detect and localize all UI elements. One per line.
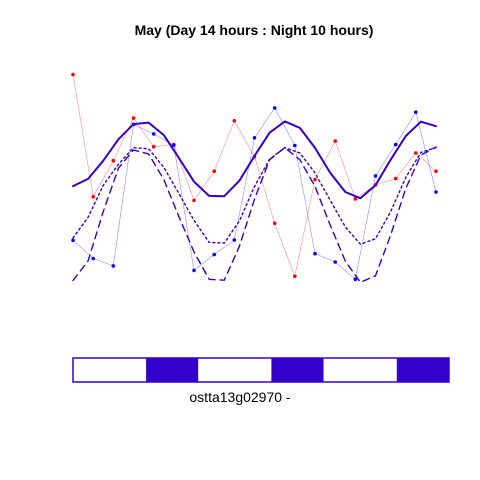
series-1-point xyxy=(373,174,378,178)
light-dark-bar xyxy=(72,357,450,383)
series-1-point xyxy=(272,106,277,110)
series-1-point xyxy=(232,238,237,242)
series-0-point xyxy=(91,195,95,199)
gene-label: ostta13g02970 - xyxy=(189,389,291,405)
chart-title: May (Day 14 hours : Night 10 hours) xyxy=(135,22,374,38)
series-0-point xyxy=(151,144,156,149)
series-0-point xyxy=(272,221,277,226)
series-0-point xyxy=(131,116,136,120)
series-1-point xyxy=(393,142,398,147)
series-1-point xyxy=(212,252,216,257)
series-1-point xyxy=(353,277,358,282)
series-1-point xyxy=(252,136,257,140)
series-0-point xyxy=(232,119,237,123)
schedule-dark-5 xyxy=(396,358,449,382)
series-1-point xyxy=(333,260,338,264)
series-1-point xyxy=(414,110,418,114)
series-0-point xyxy=(393,176,398,181)
schedule-dark-3 xyxy=(271,358,324,382)
series-0-point xyxy=(333,139,338,143)
schedule-light-0 xyxy=(73,358,147,382)
fit-line-dashed xyxy=(72,146,437,283)
series-1-point xyxy=(172,143,176,147)
series-0-point xyxy=(71,72,75,77)
schedule-dark-1 xyxy=(146,358,199,382)
series-0-point xyxy=(313,177,317,182)
schedule-light-4 xyxy=(323,358,397,382)
series-0-point xyxy=(434,169,438,173)
series-0-point xyxy=(111,158,116,163)
series-1-point xyxy=(313,251,317,256)
series-1-point xyxy=(293,143,297,148)
series-1-connector xyxy=(72,107,437,280)
series-1-point xyxy=(151,132,156,136)
series-0-point xyxy=(353,197,358,201)
schedule-light-2 xyxy=(198,358,272,382)
series-1-point xyxy=(71,238,75,243)
series-1-point xyxy=(111,264,116,268)
fit-line-dotted xyxy=(72,146,437,245)
fit-line-solid xyxy=(72,120,437,200)
plot-area xyxy=(71,72,438,283)
series-0-point xyxy=(414,151,418,155)
schedule-bar-border xyxy=(72,357,450,383)
series-0-point xyxy=(212,169,216,173)
series-1-point xyxy=(192,268,196,273)
series-0-point xyxy=(192,198,196,203)
series-0-point xyxy=(293,274,297,279)
series-1-point xyxy=(91,256,95,261)
series-1-point xyxy=(434,190,438,194)
